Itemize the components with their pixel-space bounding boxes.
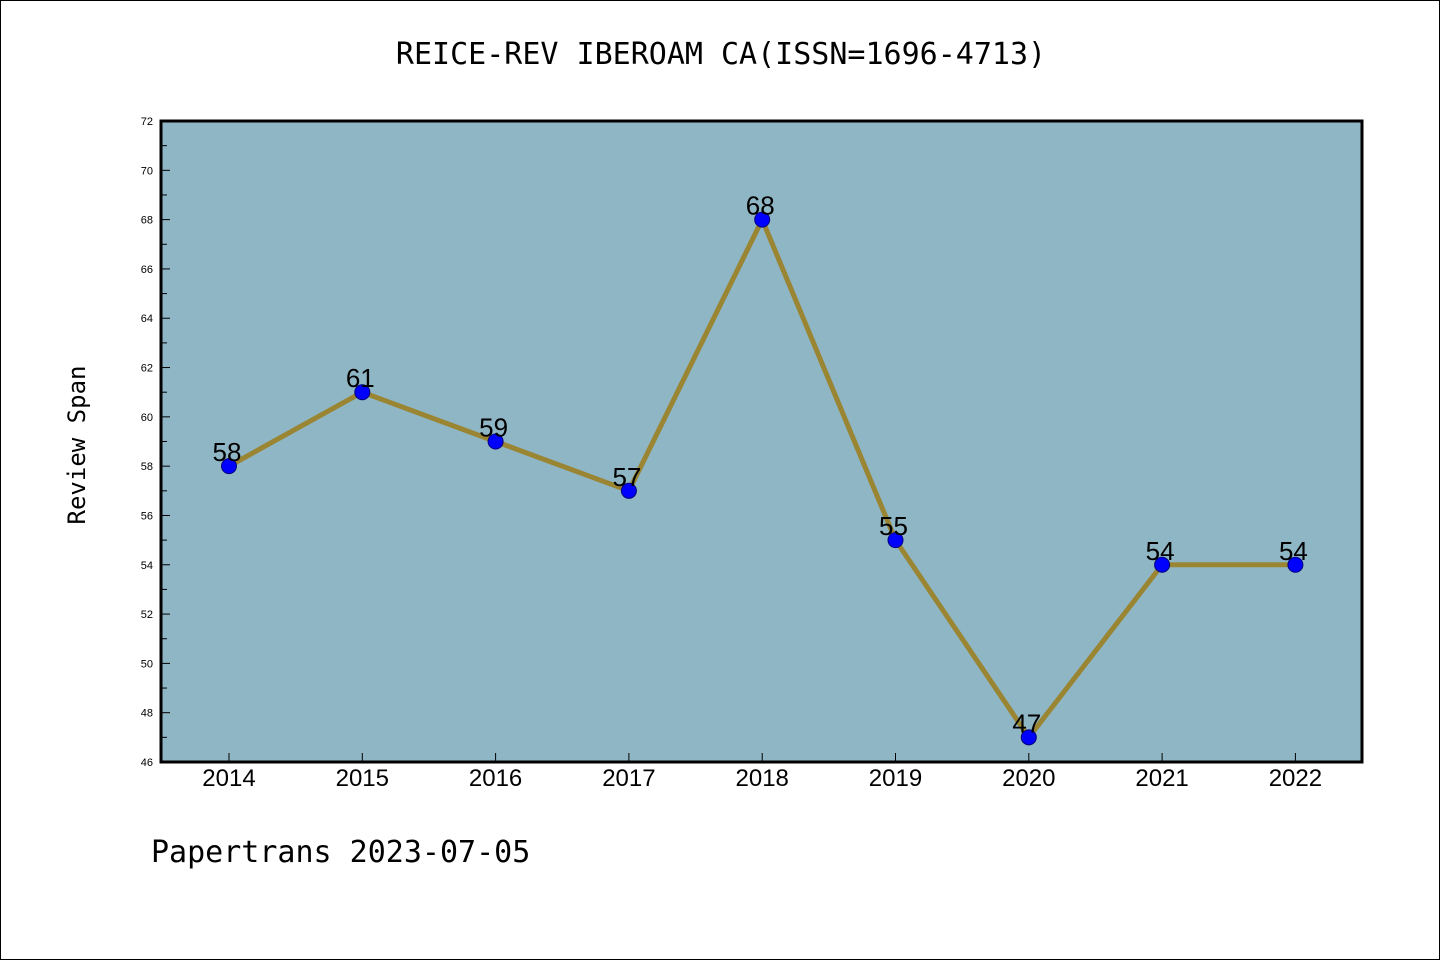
data-label: 59 — [479, 413, 508, 443]
y-tick-label: 58 — [141, 461, 153, 473]
data-label: 47 — [1012, 708, 1041, 738]
y-tick-label: 66 — [141, 264, 153, 276]
y-tick-label: 50 — [141, 658, 153, 670]
data-label: 61 — [346, 363, 375, 393]
data-point — [1287, 556, 1304, 573]
y-tick-label: 48 — [141, 708, 153, 720]
y-tick-label: 70 — [141, 165, 153, 177]
x-tick-label: 2020 — [1002, 765, 1055, 792]
data-point — [1020, 729, 1037, 746]
footer-note: Papertrans 2023-07-05 — [151, 835, 531, 870]
data-label: 54 — [1146, 536, 1175, 566]
data-label: 68 — [746, 191, 775, 221]
x-tick-label: 2017 — [602, 765, 655, 792]
data-label: 55 — [879, 511, 908, 541]
data-point — [620, 482, 637, 499]
y-tick-label: 60 — [141, 412, 153, 424]
x-tick-label: 2018 — [736, 765, 789, 792]
y-tick-label: 68 — [141, 215, 153, 227]
y-tick-label: 54 — [141, 560, 153, 572]
y-tick-label: 52 — [141, 609, 153, 621]
x-tick-label: 2015 — [336, 765, 389, 792]
y-tick-label: 46 — [141, 757, 153, 769]
x-tick-label: 2016 — [469, 765, 522, 792]
data-label: 54 — [1279, 536, 1308, 566]
y-tick-label: 56 — [141, 510, 153, 522]
data-point — [354, 384, 371, 401]
data-point — [221, 458, 237, 475]
data-label: 57 — [612, 462, 641, 492]
data-point — [754, 211, 771, 228]
x-tick-label: 2022 — [1269, 765, 1322, 792]
plot-background — [161, 121, 1362, 762]
chart-title: REICE-REV IBEROAM CA(ISSN=1696-4713) — [395, 37, 1047, 72]
y-tick-label: 64 — [141, 313, 153, 325]
data-point — [1154, 556, 1171, 573]
y-tick-label: 62 — [141, 363, 153, 375]
x-tick-label: 2019 — [869, 765, 922, 792]
x-tick-label: 2014 — [202, 765, 255, 792]
data-label: 58 — [213, 437, 242, 467]
data-point — [487, 433, 504, 450]
data-point — [887, 532, 904, 549]
x-tick-label: 2021 — [1135, 765, 1188, 792]
y-tick-label: 72 — [141, 116, 153, 128]
plot-frame — [159, 119, 1364, 764]
